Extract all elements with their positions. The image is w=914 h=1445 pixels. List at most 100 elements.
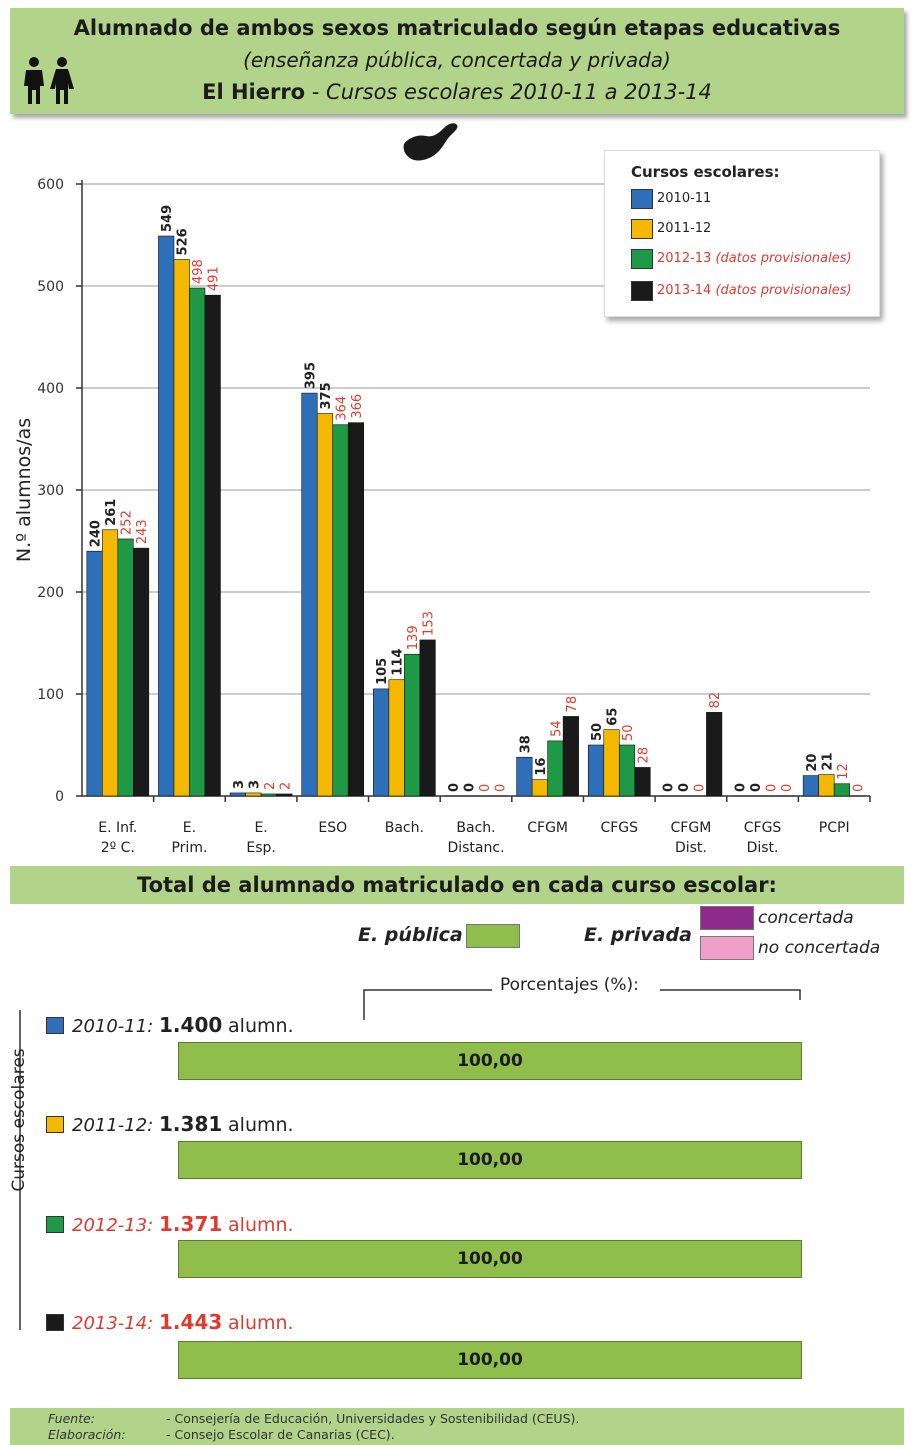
legend-swatch: [631, 248, 653, 269]
legend-year: 2011-12: [657, 221, 712, 236]
percent-bar-publica: 100,00: [178, 1341, 802, 1379]
bar: [634, 767, 651, 797]
data-label: 364: [334, 396, 349, 421]
data-label: 20: [805, 754, 820, 772]
year-swatch: [46, 1314, 64, 1331]
year-unit: alumn.: [228, 1015, 294, 1037]
legend-swatch: [631, 218, 653, 239]
bar: [133, 547, 150, 797]
year-label: 2011-12:: [72, 1115, 154, 1136]
legend-item-2011-12: 2011-12: [631, 218, 711, 240]
data-label: 498: [191, 259, 206, 284]
data-label: 2: [278, 782, 293, 790]
legend-title: Cursos escolares:: [631, 163, 780, 181]
data-label: 0: [733, 783, 748, 792]
data-label: 375: [319, 382, 334, 409]
key-publica-label: E. pública: [358, 924, 463, 946]
legend-year: 2012-13: [657, 251, 712, 266]
year-swatch: [46, 1216, 64, 1233]
data-label: 82: [708, 692, 723, 709]
year-unit: alumn.: [228, 1114, 294, 1136]
footer: Fuente: - Consejería de Educación, Univer…: [10, 1408, 904, 1445]
y-tick-label: 200: [37, 585, 64, 601]
x-tick-label: ESO: [318, 820, 347, 836]
data-label: 50: [621, 724, 636, 741]
year-label: 2010-11:: [72, 1016, 154, 1037]
data-label: 261: [104, 499, 119, 526]
data-label: 240: [89, 520, 104, 547]
key-concertada-label: concertada: [758, 908, 854, 928]
bar: [276, 793, 293, 797]
bar: [516, 756, 533, 797]
data-label: 139: [406, 625, 421, 650]
year-row-2010-11: 2010-11: 1.400 alumn.: [46, 1013, 294, 1037]
period-text: - Cursos escolares 2010-11 a 2013-14: [305, 80, 712, 104]
x-tick-label: E.: [183, 820, 196, 836]
percent-title: Porcentajes (%):: [500, 975, 639, 995]
x-tick-label: Esp.: [246, 840, 275, 856]
x-tick-label: CFGM: [671, 820, 712, 836]
year-row-2012-13: 2012-13: 1.371 alumn.: [46, 1212, 294, 1236]
percent-bar-publica: 100,00: [178, 1240, 802, 1278]
key-privada-label: E. privada: [584, 924, 692, 946]
data-label: 491: [207, 266, 222, 291]
x-tick-label: Distanc.: [447, 840, 504, 856]
legend-note: (datos provisionales): [715, 251, 852, 266]
key-publica-swatch: [466, 924, 520, 948]
data-label: 16: [534, 758, 549, 776]
year-row-2011-12: 2011-12: 1.381 alumn.: [46, 1112, 294, 1136]
x-tick-label: E. Inf.: [98, 820, 137, 836]
data-label: 3: [247, 780, 262, 789]
percent-bar-publica: 100,00: [178, 1141, 802, 1179]
years-axis-label: Cursos escolares: [9, 1048, 29, 1192]
data-label: 28: [637, 747, 652, 764]
footer-elaboration-text: - Consejo Escolar de Canarias (CEC).: [166, 1427, 395, 1442]
island-map-icon: [403, 123, 458, 161]
people-icon: [24, 57, 74, 104]
legend-item-2012-13: 2012-13 (datos provisionales): [631, 248, 852, 270]
x-tick-label: PCPI: [819, 820, 850, 836]
legend-swatch: [631, 280, 653, 301]
x-tick-label: Bach.: [456, 820, 495, 836]
legend-item-2013-14: 2013-14 (datos provisionales): [631, 280, 852, 302]
year-total: 1.371: [159, 1212, 223, 1236]
data-label: 0: [851, 784, 866, 792]
data-label: 105: [375, 658, 390, 685]
place-name: El Hierro: [202, 80, 306, 104]
data-label: 395: [303, 362, 318, 389]
data-label: 0: [764, 784, 779, 792]
legend-note: (datos provisionales): [715, 283, 852, 298]
bar: [204, 294, 221, 797]
key-no-concertada-swatch: [700, 936, 754, 960]
y-tick-label: 100: [37, 687, 64, 703]
data-label: 0: [677, 783, 692, 792]
legend-year: 2013-14: [657, 283, 712, 298]
x-tick-label: CFGS: [600, 820, 638, 836]
x-tick-label: E.: [254, 820, 267, 836]
year-unit: alumn.: [228, 1312, 294, 1334]
percent-bar-publica: 100,00: [178, 1042, 802, 1080]
x-tick-label: Dist.: [675, 840, 707, 856]
y-tick-label: 600: [37, 177, 64, 193]
year-label: 2012-13:: [72, 1215, 154, 1236]
data-label: 0: [462, 783, 477, 792]
data-label: 0: [662, 783, 677, 792]
x-tick-label: Dist.: [747, 840, 779, 856]
bar: [706, 712, 723, 797]
year-unit: alumn.: [228, 1214, 294, 1236]
data-label: 2: [263, 782, 278, 790]
x-tick-label: 2º C.: [101, 840, 135, 856]
data-label: 0: [780, 784, 795, 792]
chart-title: Alumnado de ambos sexos matriculado segú…: [73, 16, 841, 40]
data-label: 252: [120, 510, 135, 535]
chart-place-period: El Hierro - Cursos escolares 2010-11 a 2…: [10, 80, 904, 104]
y-tick-label: 300: [37, 483, 64, 499]
data-label: 78: [565, 696, 580, 713]
data-label: 243: [135, 519, 150, 544]
year-total: 1.381: [159, 1112, 223, 1136]
data-label: 114: [391, 649, 406, 676]
year-swatch: [46, 1017, 64, 1034]
legend-year: 2010-11: [657, 191, 712, 206]
legend-swatch: [631, 188, 653, 209]
